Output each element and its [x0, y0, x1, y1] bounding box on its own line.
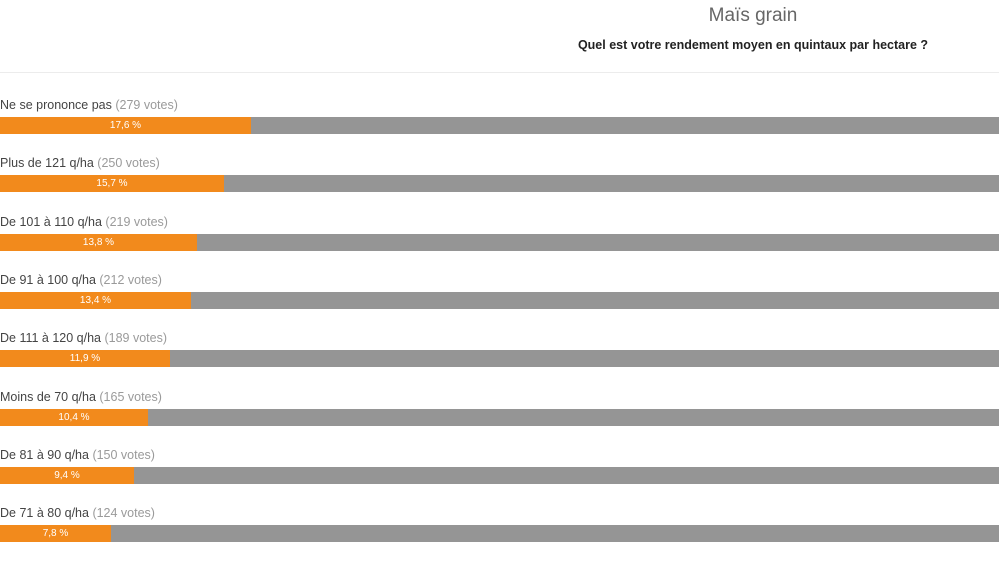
- bar-fill: [0, 291, 191, 309]
- vote-count: (124 votes): [92, 506, 155, 521]
- bar-track: 7,8 %: [0, 525, 999, 543]
- percent-label: 13,8 %: [82, 236, 115, 248]
- percent-label: 7,8 %: [42, 528, 69, 540]
- result-row: Ne se prononce pas (279 votes) 17,6 %: [0, 98, 999, 138]
- bar-track: 13,4 %: [0, 291, 999, 309]
- percent-label: 10,4 %: [58, 411, 90, 423]
- vote-count: (279 votes): [115, 98, 178, 112]
- result-label: De 101 à 110 q/ha (219 votes): [0, 215, 168, 230]
- vote-count: (189 votes): [104, 331, 168, 346]
- answer-text: De 101 à 110 q/ha: [0, 214, 106, 229]
- result-label: De 81 à 90 q/ha (150 votes): [0, 448, 155, 463]
- bar-fill: [0, 233, 197, 251]
- result-row: Plus de 121 q/ha (250 votes) 15,7 %: [0, 156, 999, 196]
- result-label: Ne se prononce pas (279 votes): [0, 98, 178, 113]
- answer-text: De 111 à 120 q/ha: [0, 331, 105, 346]
- result-row: De 101 à 110 q/ha (219 votes) 13,8 %: [0, 215, 999, 255]
- percent-label: 17,6 %: [109, 120, 142, 131]
- result-label: De 71 à 80 q/ha (124 votes): [0, 506, 155, 521]
- bar-track: 9,4 %: [0, 466, 999, 484]
- result-row: Moins de 70 q/ha (165 votes) 10,4 %: [0, 390, 999, 430]
- answer-text: De 91 à 100 q/ha: [0, 272, 100, 287]
- percent-label: 11,9 %: [69, 353, 101, 365]
- result-row: De 81 à 90 q/ha (150 votes) 9,4 %: [0, 448, 999, 488]
- bar-fill: [0, 117, 251, 134]
- bar-fill: [0, 408, 148, 426]
- answer-text: Moins de 70 q/ha: [0, 389, 100, 404]
- answer-text: Plus de 121 q/ha: [0, 156, 98, 171]
- result-label: Moins de 70 q/ha (165 votes): [0, 390, 162, 405]
- vote-count: (219 votes): [105, 214, 168, 229]
- percent-label: 15,7 %: [96, 178, 128, 190]
- result-row: De 91 à 100 q/ha (212 votes) 13,4 %: [0, 273, 999, 313]
- bar-fill: [0, 350, 170, 368]
- result-row: De 71 à 80 q/ha (124 votes) 7,8 %: [0, 506, 999, 546]
- bar-track: 11,9 %: [0, 350, 999, 368]
- poll-question: Quel est votre rendement moyen en quinta…: [577, 38, 929, 52]
- vote-count: (150 votes): [92, 447, 155, 462]
- bar-track: 15,7 %: [0, 175, 999, 193]
- result-label: De 111 à 120 q/ha (189 votes): [0, 331, 167, 346]
- poll-header: Maïs grain Quel est votre rendement moye…: [0, 0, 999, 73]
- answer-text: De 81 à 90 q/ha: [0, 447, 93, 462]
- vote-count: (165 votes): [99, 389, 162, 404]
- bar-track: 10,4 %: [0, 408, 999, 426]
- poll-title: Maïs grain: [708, 5, 798, 26]
- answer-text: De 71 à 80 q/ha: [0, 506, 93, 521]
- bar-fill: [0, 175, 224, 193]
- vote-count: (212 votes): [99, 272, 162, 287]
- bar-track: 17,6 %: [0, 117, 999, 134]
- answer-text: Ne se prononce pas: [0, 98, 116, 112]
- percent-label: 13,4 %: [79, 294, 112, 306]
- bar-fill: [0, 525, 111, 543]
- result-label: De 91 à 100 q/ha (212 votes): [0, 273, 162, 288]
- bar-fill: [0, 466, 134, 484]
- percent-label: 9,4 %: [54, 469, 80, 481]
- vote-count: (250 votes): [97, 156, 160, 171]
- result-row: De 111 à 120 q/ha (189 votes) 11,9 %: [0, 331, 999, 371]
- bar-track: 13,8 %: [0, 233, 999, 251]
- result-label: Plus de 121 q/ha (250 votes): [0, 156, 160, 171]
